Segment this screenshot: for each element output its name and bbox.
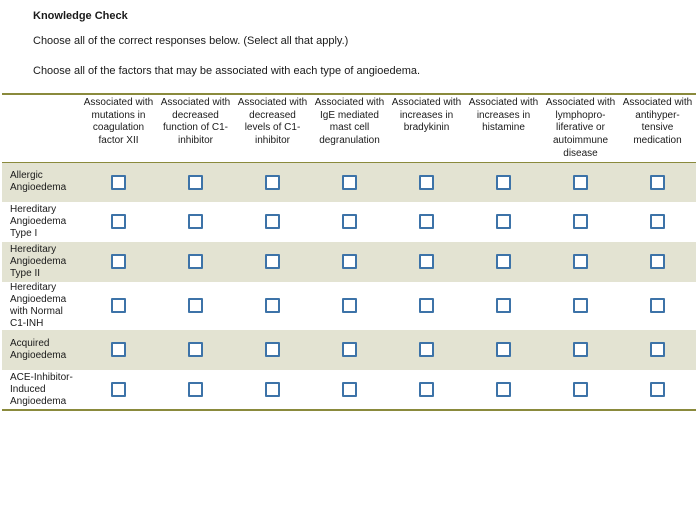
- answer-checkbox[interactable]: [188, 342, 203, 358]
- answer-checkbox[interactable]: [419, 254, 434, 270]
- answer-checkbox[interactable]: [496, 254, 511, 270]
- column-header: Associated with increases in histamine: [468, 97, 539, 134]
- answer-checkbox[interactable]: [496, 342, 511, 358]
- answer-checkbox[interactable]: [265, 298, 280, 314]
- answer-checkbox[interactable]: [419, 381, 434, 397]
- answer-checkbox[interactable]: [111, 214, 126, 230]
- answer-checkbox[interactable]: [188, 254, 203, 270]
- row-label: ACE-Inhibitor-Induced Angioedema: [10, 371, 73, 407]
- row-label: Hereditary Angioedema Type I: [10, 204, 67, 240]
- answer-checkbox[interactable]: [419, 214, 434, 230]
- answer-checkbox[interactable]: [342, 381, 357, 397]
- answer-checkbox[interactable]: [342, 214, 357, 230]
- answer-checkbox[interactable]: [650, 174, 665, 190]
- table-row: Acquired Angioedema: [2, 330, 696, 371]
- answer-checkbox[interactable]: [342, 174, 357, 190]
- answer-checkbox[interactable]: [650, 342, 665, 358]
- question-prompt: Choose all of the factors that may be as…: [33, 65, 421, 77]
- answer-checkbox[interactable]: [265, 381, 280, 397]
- column-header: Associated with mutations in coagulation…: [83, 97, 154, 147]
- answer-checkbox[interactable]: [419, 298, 434, 314]
- answer-checkbox[interactable]: [496, 298, 511, 314]
- answer-checkbox[interactable]: [496, 214, 511, 230]
- column-header: Associated with decreased function of C1…: [160, 97, 231, 147]
- answer-checkbox[interactable]: [188, 214, 203, 230]
- table-row: Hereditary Angioedema with Normal C1-INH: [2, 282, 696, 331]
- column-header: Associated with lymphopro-liferative or …: [545, 97, 616, 159]
- answer-checkbox[interactable]: [650, 381, 665, 397]
- answer-checkbox[interactable]: [188, 298, 203, 314]
- table-row: ACE-Inhibitor-Induced Angioedema: [2, 370, 696, 411]
- answer-checkbox[interactable]: [573, 342, 588, 358]
- answer-checkbox[interactable]: [573, 214, 588, 230]
- table-row: Hereditary Angioedema Type II: [2, 242, 696, 283]
- page-title: Knowledge Check: [33, 10, 128, 22]
- answer-checkbox[interactable]: [265, 174, 280, 190]
- answer-checkbox[interactable]: [111, 174, 126, 190]
- answer-checkbox[interactable]: [111, 298, 126, 314]
- answer-checkbox[interactable]: [342, 298, 357, 314]
- answer-checkbox[interactable]: [265, 254, 280, 270]
- column-header: Associated with IgE mediated mast cell d…: [314, 97, 385, 147]
- row-label: Hereditary Angioedema Type II: [10, 244, 67, 280]
- answer-checkbox[interactable]: [650, 254, 665, 270]
- answer-checkbox[interactable]: [573, 174, 588, 190]
- answer-checkbox[interactable]: [265, 342, 280, 358]
- answer-checkbox[interactable]: [111, 254, 126, 270]
- row-label: Hereditary Angioedema with Normal C1-INH: [10, 282, 67, 330]
- answer-checkbox[interactable]: [573, 254, 588, 270]
- answer-checkbox[interactable]: [188, 381, 203, 397]
- answer-checkbox[interactable]: [496, 174, 511, 190]
- corner-cell: [2, 94, 80, 162]
- grid-body: Allergic Angioedema Hereditary Angioedem…: [2, 162, 696, 411]
- table-row: Allergic Angioedema: [2, 162, 696, 203]
- row-label: Acquired Angioedema: [10, 338, 67, 362]
- column-header: Associated with antihyper-tensive medica…: [622, 97, 693, 147]
- answer-checkbox[interactable]: [265, 214, 280, 230]
- answer-checkbox[interactable]: [419, 174, 434, 190]
- answer-checkbox[interactable]: [573, 381, 588, 397]
- answer-checkbox[interactable]: [111, 342, 126, 358]
- answer-checkbox[interactable]: [342, 342, 357, 358]
- table-row: Hereditary Angioedema Type I: [2, 202, 696, 243]
- answer-checkbox[interactable]: [573, 298, 588, 314]
- column-header: Associated with increases in bradykinin: [391, 97, 462, 134]
- answer-checkbox[interactable]: [419, 342, 434, 358]
- grid-header-row: Associated with mutations in coagulation…: [2, 94, 696, 163]
- answer-grid: Associated with mutations in coagulation…: [2, 93, 696, 412]
- answer-checkbox[interactable]: [342, 254, 357, 270]
- row-label: Allergic Angioedema: [10, 170, 67, 194]
- answer-checkbox[interactable]: [111, 381, 126, 397]
- column-header: Associated with decreased levels of C1-i…: [237, 97, 308, 147]
- answer-checkbox[interactable]: [188, 174, 203, 190]
- answer-checkbox[interactable]: [650, 298, 665, 314]
- instructions-text: Choose all of the correct responses belo…: [33, 35, 349, 47]
- answer-checkbox[interactable]: [496, 381, 511, 397]
- answer-checkbox[interactable]: [650, 214, 665, 230]
